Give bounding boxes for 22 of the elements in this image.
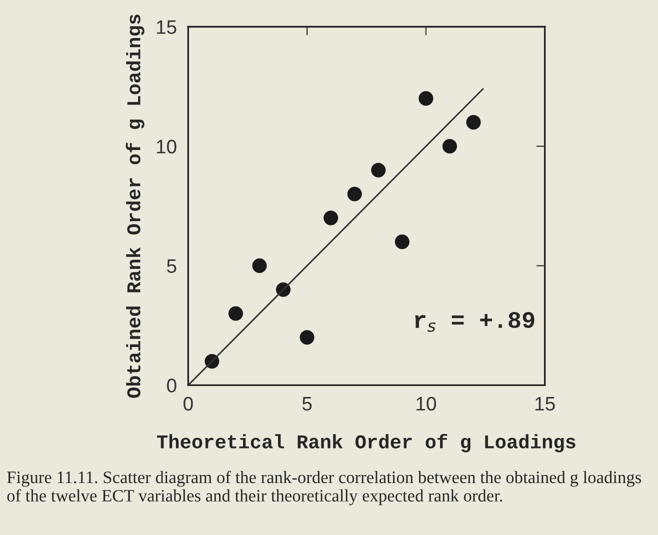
point [394,234,410,250]
y-tick-label: 0 [167,378,176,392]
y-tick-label: 5 [167,259,176,273]
y-tick-label: 15 [156,20,176,34]
point [324,210,338,226]
x-tick-label: 0 [184,396,193,411]
point [442,138,458,154]
point [252,258,267,273]
x-tick-label: 10 [416,396,436,411]
x-tick-label: 15 [535,397,555,411]
point [371,162,386,178]
point [418,91,434,106]
point [300,330,314,345]
x-tick-label: 5 [302,397,312,411]
y-tick-label: 10 [156,140,176,154]
point [228,306,244,321]
x-axis-title: Theoretical Rank Order of g Loadings [157,434,576,452]
annotation: r$_{s}$ = +.89 [415,312,534,332]
y-axis-title: Obtained Rank Order of g Loadings [126,14,144,398]
point [466,115,481,130]
point [347,186,362,202]
caption: Figure 11.11. Scatter diagram of the rank-order correlation between the obtained g loadings of the twelve ECT variables and their theoretically expected rank order. [7,470,642,506]
